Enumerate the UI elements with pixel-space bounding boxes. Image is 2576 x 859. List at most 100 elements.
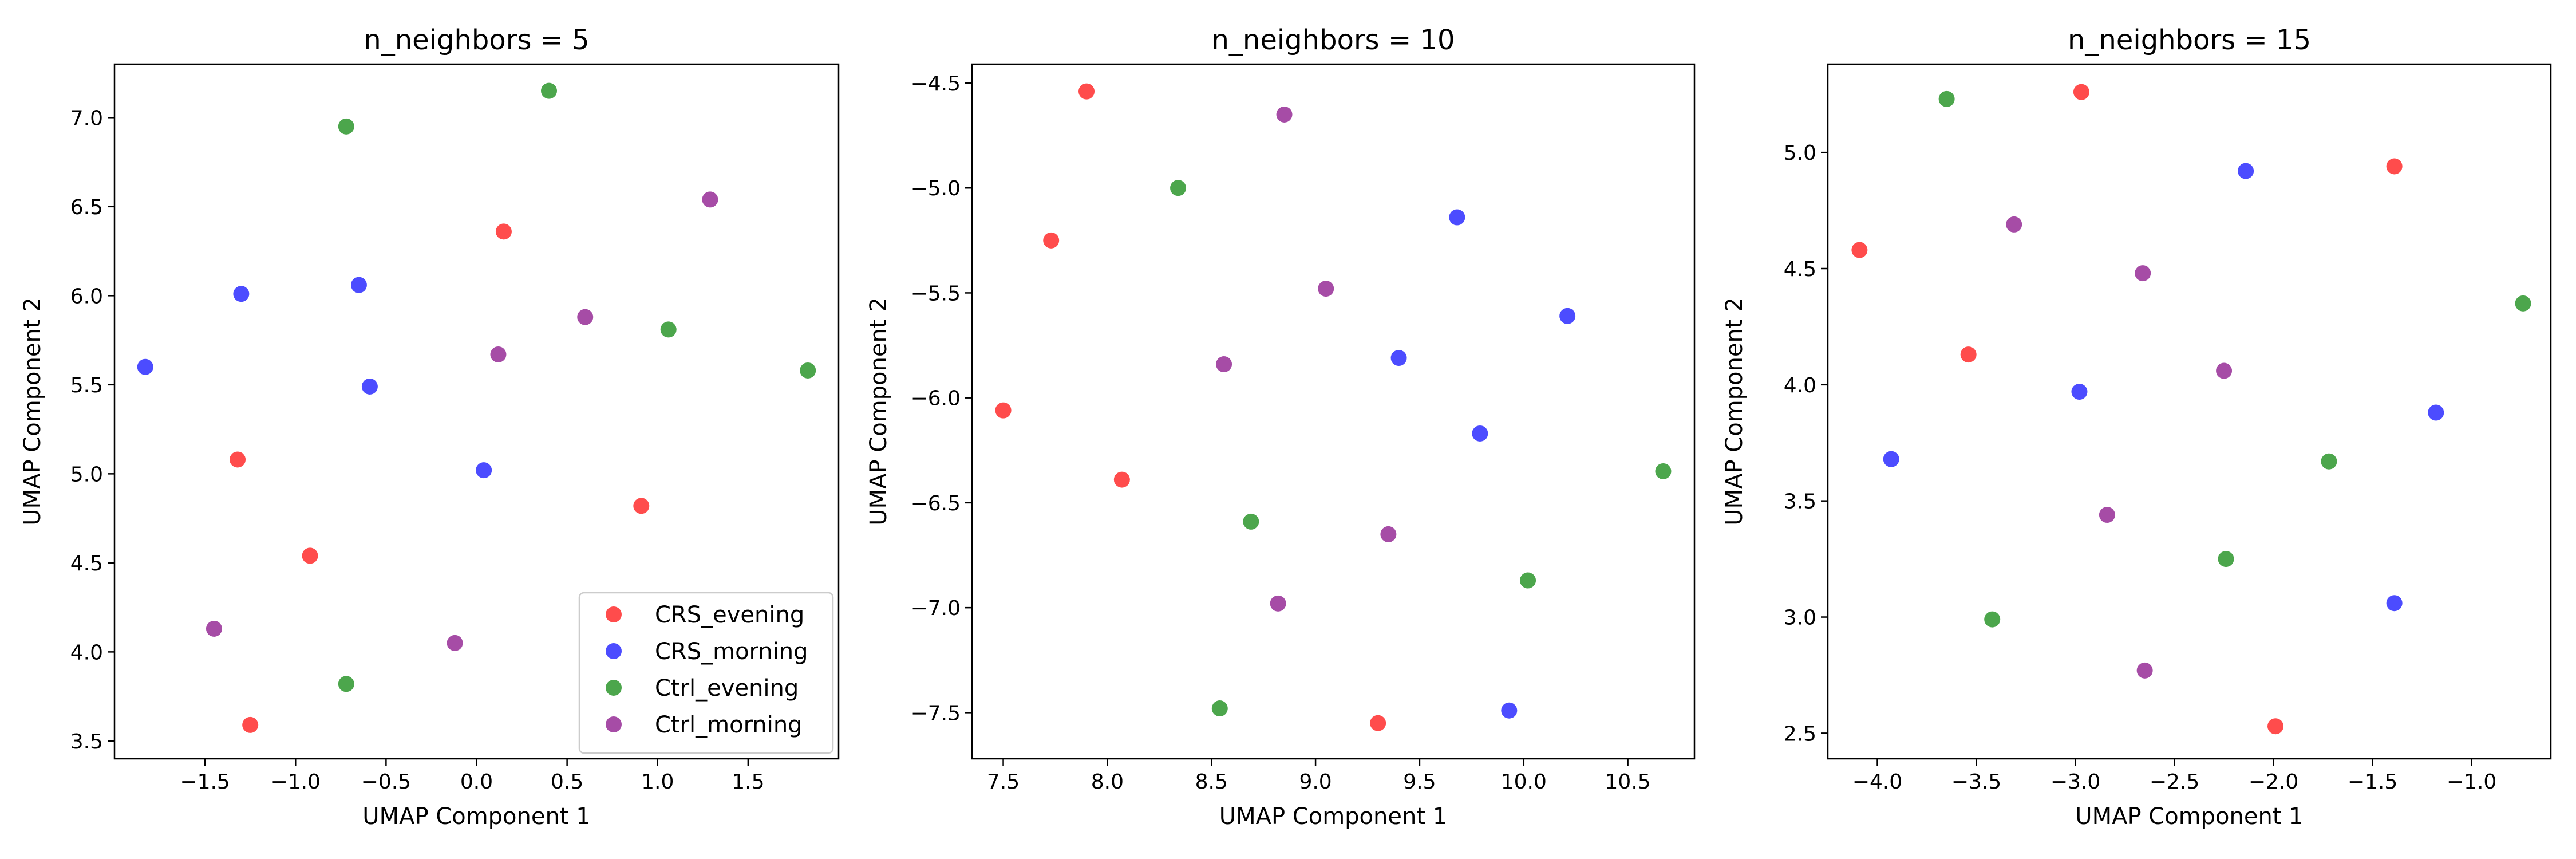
legend-box [578,592,834,754]
data-point-ctrl-evening [1655,463,1672,479]
data-point-crs-morning [1390,350,1407,367]
data-point-ctrl-morning [1318,281,1334,297]
data-point-crs-morning [1449,209,1465,226]
data-point-crs-morning [476,462,492,479]
x-tick-label: 7.5 [987,770,1020,794]
data-point-ctrl-evening [1211,700,1228,717]
data-point-ctrl-morning [206,620,222,637]
x-tick-label: −0.5 [361,770,411,794]
data-point-ctrl-morning [2136,662,2153,679]
x-tick-label: 9.5 [1403,770,1436,794]
x-tick-label: 8.5 [1195,770,1228,794]
data-point-ctrl-morning [2216,362,2233,379]
data-point-ctrl-morning [702,191,718,208]
x-tick-label: 10.0 [1501,770,1547,794]
y-tick-label: 5.0 [1784,141,1816,165]
data-point-crs-evening [995,402,1012,419]
data-point-crs-evening [633,498,650,514]
y-tick-label: 6.5 [70,196,103,219]
data-point-ctrl-evening [1520,572,1536,589]
legend-label: Ctrl_morning [655,712,803,738]
data-point-crs-evening [2073,84,2089,100]
x-tick-label: −3.5 [1951,770,2001,794]
y-tick-label: 6.0 [70,285,103,308]
x-tick-label: 8.0 [1091,770,1124,794]
data-point-ctrl-evening [1170,180,1187,196]
data-point-crs-evening [1113,471,1130,488]
x-tick-label: 9.0 [1299,770,1332,794]
scatter-panel-3: n_neighbors = 15 −4.0 −3.5 −3.0 −2.5 −2.0 −1.5… [1721,24,2552,830]
data-point-crs-evening [230,451,246,468]
axes-frame [1827,63,2552,760]
panel-title: n_neighbors = 10 [1212,24,1455,56]
data-point-crs-morning [2386,595,2403,612]
x-tick-label: 0.5 [551,770,583,794]
y-tick-label: −5.0 [911,177,961,200]
y-tick-label: −6.0 [911,387,961,411]
y-tick-label: 7.0 [70,107,103,130]
x-axis-label: UMAP Component 1 [2075,803,2303,830]
data-point-ctrl-evening [1938,90,1955,107]
x-tick-label: 1.0 [641,770,674,794]
data-point-crs-evening [1078,83,1095,100]
data-point-crs-morning [233,286,250,302]
data-point-ctrl-evening [338,118,354,135]
y-tick-label: 4.5 [70,552,103,576]
x-tick-label: −4.0 [1852,770,1902,794]
y-tick-label: 3.0 [1784,606,1816,630]
data-point-crs-morning [1472,425,1488,442]
y-tick-label: −6.5 [911,492,961,515]
legend-label: Ctrl_evening [655,675,799,702]
legend: CRS_evening CRS_morning Ctrl_evening Ctrl_m… [578,592,834,754]
data-point-ctrl-morning [1276,106,1293,123]
x-axis-label: UMAP Component 1 [1219,803,1447,830]
x-axis-label: UMAP Component 1 [362,803,590,830]
y-axis-label: UMAP Component 2 [866,297,892,525]
data-point-ctrl-evening [1984,611,2001,628]
y-tick-label: −4.5 [911,72,961,96]
data-point-ctrl-evening [660,321,677,338]
data-point-crs-morning [2238,163,2254,179]
y-axis-label: UMAP Component 2 [1721,297,1748,525]
y-tick-label: −5.5 [911,282,961,305]
y-tick-label: 4.0 [70,641,103,664]
data-point-ctrl-evening [2218,551,2234,568]
axes-frame [971,63,1696,760]
panel-title: n_neighbors = 15 [2068,24,2311,56]
x-tick-label: 1.5 [732,770,764,794]
data-point-crs-morning [137,358,153,375]
data-point-crs-evening [1043,232,1060,249]
y-tick-label: 4.5 [1784,258,1816,281]
data-point-ctrl-morning [490,346,507,362]
x-tick-label: −1.5 [2348,770,2397,794]
data-point-crs-evening [302,547,318,564]
legend-marker [606,643,622,659]
data-point-ctrl-morning [1270,595,1286,612]
scatter-panel-2: n_neighbors = 10 7.5 8.0 8.5 9.0 9.5 10.0 10.5 −… [866,24,1696,830]
legend-marker [606,606,622,622]
data-point-crs-evening [1960,346,1977,363]
legend-marker [606,680,622,696]
x-tick-label: −2.5 [2150,770,2199,794]
data-point-crs-evening [495,223,512,240]
data-point-crs-morning [2428,404,2444,421]
y-tick-label: 2.5 [1784,722,1816,746]
y-tick-label: 3.5 [1784,490,1816,514]
data-point-crs-evening [2267,718,2284,735]
x-tick-label: 10.5 [1605,770,1651,794]
legend-label: CRS_morning [655,639,808,665]
data-point-crs-morning [1559,308,1576,324]
legend-marker [606,716,622,732]
x-tick-label: −1.0 [2447,770,2496,794]
panel-title: n_neighbors = 5 [364,24,589,56]
x-tick-label: −3.0 [2050,770,2100,794]
data-point-crs-morning [350,277,367,293]
data-point-ctrl-morning [1380,526,1397,542]
data-point-crs-morning [1501,702,1518,719]
x-tick-label: 0.0 [460,770,493,794]
y-tick-label: 5.0 [70,463,103,486]
data-point-crs-evening [1851,242,1868,258]
data-point-ctrl-evening [2515,295,2531,312]
y-tick-label: −7.0 [911,597,961,620]
